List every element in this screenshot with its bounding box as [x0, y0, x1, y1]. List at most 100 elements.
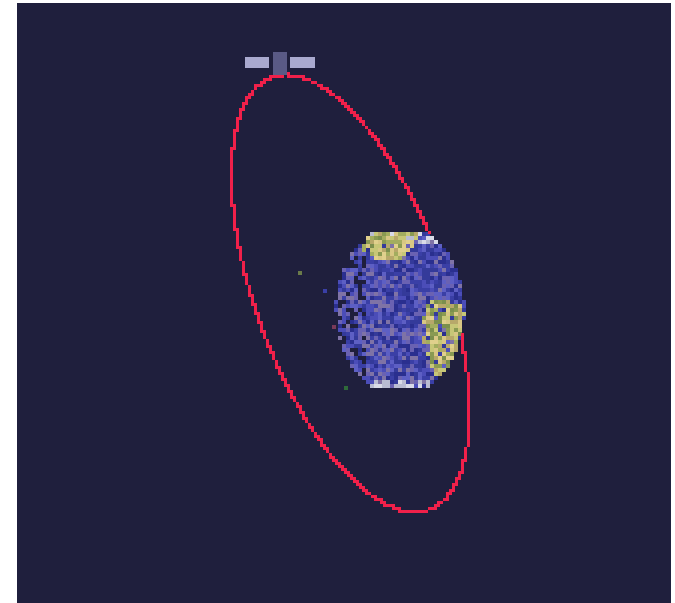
planet-pixel [366, 292, 370, 296]
planet-pixel [430, 288, 434, 292]
planet-pixel [462, 300, 466, 304]
planet-pixel [366, 348, 370, 352]
planet-pixel [338, 292, 342, 296]
planet-pixel [446, 304, 450, 308]
planet-pixel [418, 304, 422, 308]
planet-pixel [370, 304, 374, 308]
planet-pixel [450, 328, 454, 332]
satellite[interactable] [245, 52, 315, 75]
planet-pixel [434, 284, 438, 288]
orbit-pixel [353, 480, 356, 483]
space-scene[interactable] [17, 3, 671, 603]
planet-pixel [410, 280, 414, 284]
planet-pixel [450, 300, 454, 304]
orbit-pixel [260, 324, 263, 327]
orbit-pixel [230, 150, 233, 153]
orbit-pixel [251, 93, 254, 96]
orbit-pixel [416, 207, 419, 210]
planet-pixel [378, 272, 382, 276]
planet-pixel [442, 248, 446, 252]
planet-pixel [446, 272, 450, 276]
orbit-pixel [353, 114, 356, 117]
planet-pixel [402, 304, 406, 308]
planet-pixel [434, 288, 438, 292]
orbit-pixel [347, 474, 350, 477]
planet-pixel [370, 376, 374, 380]
orbit-pixel [461, 471, 464, 474]
planet-pixel [410, 296, 414, 300]
planet-pixel [362, 292, 366, 296]
planet-pixel [370, 324, 374, 328]
planet-pixel [374, 356, 378, 360]
game-viewport[interactable] [17, 3, 671, 603]
orbit-pixel [320, 438, 323, 441]
planet-pixel [422, 232, 426, 236]
planet-pixel [398, 348, 402, 352]
planet-pixel [410, 364, 414, 368]
orbit-pixel [344, 468, 347, 471]
planet-pixel [350, 276, 354, 280]
planet-pixel [346, 328, 350, 332]
planet-pixel [390, 380, 394, 384]
planet-pixel [426, 320, 430, 324]
planet-pixel [398, 356, 402, 360]
orbit-pixel [356, 117, 359, 120]
planet[interactable] [298, 232, 466, 390]
orbit-pixel [395, 171, 398, 174]
planet-pixel [378, 352, 382, 356]
planet-pixel [398, 236, 402, 240]
planet-pixel [430, 304, 434, 308]
planet-pixel [418, 296, 422, 300]
planet-pixel [406, 356, 410, 360]
orbit-pixel [314, 81, 317, 84]
planet-pixel [398, 256, 402, 260]
planet-pixel [370, 316, 374, 320]
orbit-pixel [311, 81, 314, 84]
planet-pixel [462, 312, 466, 316]
planet-pixel [374, 284, 378, 288]
planet-pixel [410, 284, 414, 288]
planet-pixel [362, 324, 366, 328]
orbit-pixel [290, 393, 293, 396]
planet-pixel [354, 336, 358, 340]
planet-pixel [390, 376, 394, 380]
planet-pixel [382, 264, 386, 268]
orbit-pixel [368, 132, 371, 135]
orbit-pixel [338, 465, 341, 468]
planet-pixel [378, 372, 382, 376]
planet-pixel [430, 260, 434, 264]
planet-pixel [426, 332, 430, 336]
orbit-pixel [326, 90, 329, 93]
planet-pixel [430, 348, 434, 352]
planet-pixel [410, 236, 414, 240]
planet-pixel [430, 300, 434, 304]
planet-pixel [426, 252, 430, 256]
orbit-pixel [452, 489, 455, 492]
planet-pixel [438, 348, 442, 352]
planet-pixel [402, 244, 406, 248]
planet-pixel [398, 364, 402, 368]
planet-pixel [398, 240, 402, 244]
orbit-pixel [278, 75, 281, 78]
planet-pixel [438, 252, 442, 256]
planet-pixel [398, 340, 402, 344]
planet-pixel [354, 316, 358, 320]
planet-pixel [434, 348, 438, 352]
planet-pixel [366, 336, 370, 340]
orbit-pixel [257, 318, 260, 321]
planet-pixel [438, 292, 442, 296]
planet-pixel [454, 340, 458, 344]
planet-pixel [374, 248, 378, 252]
orbit-pixel [233, 210, 236, 213]
planet-pixel [422, 348, 426, 352]
planet-pixel [338, 288, 342, 292]
orbit-pixel [299, 411, 302, 414]
planet-pixel [430, 280, 434, 284]
planet-pixel [414, 348, 418, 352]
orbit-pixel [449, 492, 452, 495]
planet-pixel [458, 308, 462, 312]
planet-pixel [434, 240, 438, 244]
planet-pixel [358, 360, 362, 364]
orbit-pixel [419, 510, 422, 513]
orbit-pixel [383, 501, 386, 504]
